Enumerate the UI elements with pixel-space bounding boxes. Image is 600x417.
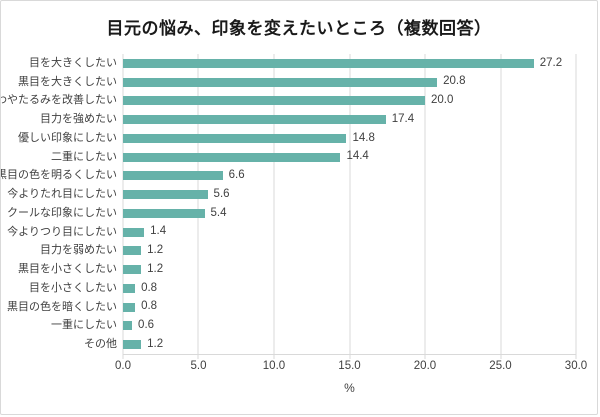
bar xyxy=(123,246,142,256)
category-label: しわやたるみを改善したい xyxy=(1,94,117,107)
bar-row: その他 1.2 xyxy=(84,335,576,354)
value-label: 14.4 xyxy=(346,150,369,163)
value-label: 1.4 xyxy=(150,225,167,238)
x-axis-title: % xyxy=(344,381,355,395)
category-label: 黒目を小さくしたい xyxy=(18,263,117,276)
value-label: 14.8 xyxy=(352,131,375,144)
bar-row: 黒目を小さくしたい 1.2 xyxy=(18,260,576,279)
category-label: 目を小さくしたい xyxy=(29,281,117,294)
x-tick-label: 20.0 xyxy=(413,360,437,372)
x-tick-label: 5.0 xyxy=(190,360,207,372)
gridline xyxy=(122,54,124,359)
bar-row: 目を小さくしたい 0.8 xyxy=(29,279,576,298)
value-label: 1.2 xyxy=(147,262,164,275)
bar xyxy=(123,171,223,181)
value-label: 6.6 xyxy=(228,169,245,182)
bar xyxy=(123,152,341,162)
gridline xyxy=(197,54,199,359)
gridline xyxy=(349,54,350,359)
bar xyxy=(123,208,205,218)
value-label: 5.6 xyxy=(213,187,230,200)
category-label: 黒目を大きくしたい xyxy=(18,75,117,88)
bar-row: 一重にしたい 0.6 xyxy=(51,317,576,336)
bar xyxy=(123,133,347,143)
category-label: クールな印象にしたい xyxy=(7,206,117,219)
bar-row: クールな印象にしたい 5.4 xyxy=(7,204,576,223)
x-tick-label: 10.0 xyxy=(262,360,286,372)
gridline xyxy=(500,54,501,359)
value-label: 1.2 xyxy=(147,244,164,257)
category-label: 目を大きくしたい xyxy=(29,56,117,69)
gridline xyxy=(575,54,577,359)
category-label: 今よりたれ目にしたい xyxy=(7,188,117,201)
bar xyxy=(123,190,208,200)
bar-row: 目力を弱めたい 1.2 xyxy=(40,242,576,261)
category-label: 目力を強めたい xyxy=(40,113,117,126)
bar-row: 黒目を大きくしたい 20.8 xyxy=(18,73,576,92)
value-label: 0.8 xyxy=(141,281,158,294)
category-label: 優しい印象にしたい xyxy=(18,131,117,144)
bar-row: 優しい印象にしたい 14.8 xyxy=(18,129,576,148)
bar-row: 今よりたれ目にしたい 5.6 xyxy=(7,185,576,204)
category-label: 黒目の色を暗くしたい xyxy=(7,300,117,313)
x-tick-label: 15.0 xyxy=(338,360,361,372)
category-label: 黒目の色を明るくしたい xyxy=(0,169,117,182)
value-label: 5.4 xyxy=(210,206,227,219)
bar-row: 目を大きくしたい 27.2 xyxy=(29,54,576,73)
chart-title: 目元の悩み、印象を変えたいところ（複数回答） xyxy=(106,19,492,38)
bar xyxy=(123,321,133,331)
bar xyxy=(123,340,142,350)
value-label: 0.8 xyxy=(141,300,158,313)
x-tick-label: 0.0 xyxy=(115,360,131,372)
x-tick-label: 30.0 xyxy=(564,360,588,372)
bar xyxy=(123,77,438,87)
bar-row: 黒目の色を暗くしたい 0.8 xyxy=(7,298,576,317)
bar-row: 目力を強めたい 17.4 xyxy=(40,110,576,129)
bar-row: 黒目の色を明るくしたい 6.6 xyxy=(1,167,576,186)
bar xyxy=(123,302,136,312)
bar xyxy=(123,265,142,275)
bar-row: 二重にしたい 14.4 xyxy=(51,148,576,167)
value-label: 1.2 xyxy=(147,337,164,350)
category-label: 一重にしたい xyxy=(51,319,117,332)
category-label: 目力を弱めたい xyxy=(40,244,117,257)
gridline xyxy=(424,54,426,359)
bar xyxy=(123,115,386,125)
bar xyxy=(123,283,136,293)
category-label: 二重にしたい xyxy=(51,150,117,163)
bar-row: しわやたるみを改善したい 20.0 xyxy=(1,92,576,111)
x-tick-label: 25.0 xyxy=(489,360,512,372)
category-label: 今よりつり目にしたい xyxy=(7,225,117,238)
value-label: 0.6 xyxy=(138,319,155,332)
plot-area: 目を大きくしたい 27.2 黒目を大きくしたい 20.8 しわやたるみを改善したい 20.… xyxy=(1,54,577,359)
bar xyxy=(123,58,534,68)
value-label: 27.2 xyxy=(539,56,563,69)
value-label: 17.4 xyxy=(391,112,415,125)
category-label: その他 xyxy=(84,338,117,351)
bar xyxy=(123,227,145,237)
x-axis: 0.0 5.0 10.0 15.0 20.0 25.0 30.0 xyxy=(115,355,587,373)
bar-row: 今よりつり目にしたい 1.4 xyxy=(7,223,576,242)
value-label: 20.8 xyxy=(443,75,466,88)
value-label: 20.0 xyxy=(430,94,454,107)
gridline xyxy=(273,54,275,359)
bar xyxy=(123,96,425,106)
